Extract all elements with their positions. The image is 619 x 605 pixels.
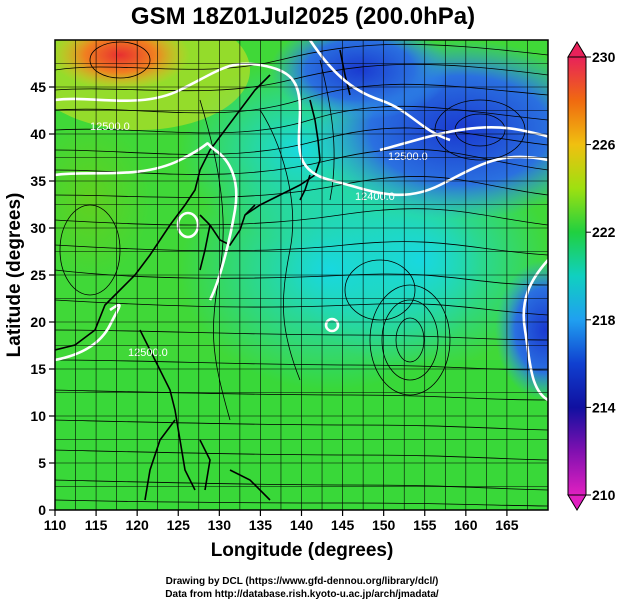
y-tick-label: 5 [38, 455, 46, 471]
colorbar-tick-label: 218 [592, 312, 616, 328]
cold-region-north [270, 40, 450, 120]
x-tick-label: 140 [290, 517, 314, 533]
x-tick-label: 145 [331, 517, 355, 533]
colorbar-ticks: 230 226 222 218 214 210 [586, 49, 616, 503]
credit-data: Data from http://database.rish.kyoto-u.a… [165, 589, 439, 600]
x-tick-label: 110 [44, 517, 67, 533]
contour-label: 12400.0 [355, 191, 395, 203]
chart-title: GSM 18Z01Jul2025 (200.0hPa) [131, 3, 475, 30]
colorbar-tick-label: 222 [592, 224, 616, 240]
streamlines [55, 41, 548, 507]
green-region [55, 120, 150, 280]
contour-label: 12500.0 [128, 347, 168, 359]
colorbar-tick-label: 230 [592, 49, 616, 65]
height-contours [55, 40, 548, 402]
y-tick-label: 35 [30, 173, 46, 189]
y-tick-label: 45 [30, 79, 46, 95]
y-axis-ticks: 0 5 10 15 20 25 30 35 40 45 [30, 79, 55, 518]
colorbar-scale [567, 56, 587, 496]
y-tick-label: 40 [30, 126, 46, 142]
x-tick-label: 155 [413, 517, 437, 533]
plot-area: 12500.0 12400.0 12500.0 12500.0 [55, 40, 548, 510]
colorbar-tick-label: 210 [592, 487, 616, 503]
y-tick-label: 10 [30, 408, 46, 424]
x-axis-ticks: 110 115 120 125 130 135 140 145 150 155 160 165 [44, 510, 519, 533]
hot-region [55, 40, 190, 90]
x-tick-label: 125 [167, 517, 191, 533]
y-tick-label: 25 [30, 267, 46, 283]
colorbar-tick-label: 214 [592, 399, 616, 415]
colorbar-bottom-arrow [567, 494, 587, 511]
x-tick-label: 160 [454, 517, 478, 533]
contour-label: 12500.0 [90, 121, 130, 133]
credit-drawing: Drawing by DCL (https://www.gfd-dennou.o… [166, 576, 439, 587]
x-tick-label: 120 [125, 517, 149, 533]
x-axis-label: Longitude (degrees) [211, 540, 394, 561]
y-tick-label: 15 [30, 361, 46, 377]
grid [55, 40, 548, 510]
x-tick-label: 135 [249, 517, 273, 533]
x-tick-label: 165 [495, 517, 519, 533]
y-tick-label: 20 [30, 314, 46, 330]
colorbar-top-arrow [567, 41, 587, 58]
x-tick-label: 130 [208, 517, 232, 533]
coastlines [55, 49, 351, 501]
cold-region-east [495, 260, 548, 400]
colorbar-tick-label: 226 [592, 137, 616, 153]
colorbar: 230 226 222 218 214 210 [567, 41, 616, 511]
y-axis-label: Latitude (degrees) [4, 193, 25, 358]
y-tick-label: 30 [30, 220, 46, 236]
contour-label: 12500.0 [388, 151, 428, 163]
y-tick-label: 0 [38, 502, 46, 518]
x-tick-label: 150 [372, 517, 396, 533]
x-tick-label: 115 [85, 517, 108, 533]
